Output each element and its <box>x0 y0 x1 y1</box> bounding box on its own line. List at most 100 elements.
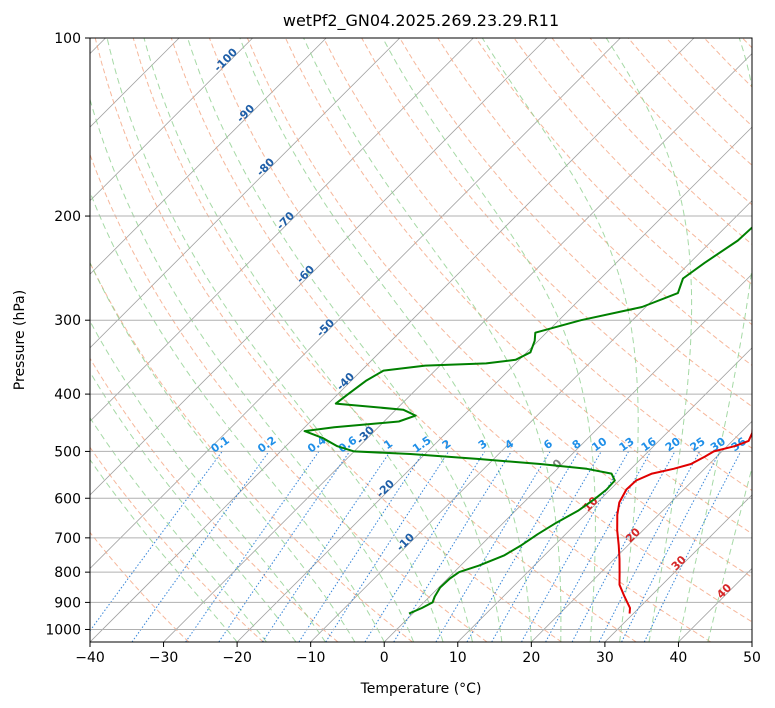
dry-adiabat-line <box>208 38 752 623</box>
mixing-ratio-line <box>364 451 486 642</box>
isotherm-line <box>678 567 752 642</box>
mixing-ratio-line <box>298 451 425 642</box>
pressure-gridlines <box>90 38 752 630</box>
dry-adiabat-label: -80 <box>254 155 277 178</box>
mixing-ratio-line <box>571 451 676 642</box>
isotherm-line <box>163 52 752 642</box>
moist-adiabat-line <box>707 465 752 642</box>
x-tick-label: 0 <box>380 650 389 666</box>
mixing-ratio-line <box>90 451 223 632</box>
dry-adiabat-line <box>665 38 752 127</box>
mixing-ratio-line <box>643 451 742 642</box>
moist-adiabat-line <box>90 371 297 642</box>
moist-adiabat-label: 40 <box>714 581 734 601</box>
isotherm-line <box>751 641 752 642</box>
dry-adiabat-label: -20 <box>374 477 397 500</box>
dry-adiabat-line <box>246 38 752 578</box>
mixing-ratio-label: 1.5 <box>410 434 433 456</box>
moist-adiabat-label: 30 <box>669 553 689 573</box>
y-axis-label: Pressure (hPa) <box>12 290 28 390</box>
moist-adiabat-line <box>90 190 385 642</box>
mixing-ratio-line <box>598 451 701 642</box>
x-tick-label: −30 <box>149 650 179 666</box>
chart-title: wetPf2_GN04.2025.269.23.29.R11 <box>283 11 559 31</box>
moist-adiabat-line <box>239 38 532 642</box>
dry-adiabat-line <box>513 38 752 285</box>
mixing-ratio-line <box>545 451 652 642</box>
dry-adiabat-line <box>132 38 637 642</box>
dry-adiabat-line <box>323 38 752 492</box>
x-tick-label: −40 <box>75 650 105 666</box>
dry-adiabat-line <box>703 38 752 88</box>
profiles <box>303 226 752 615</box>
mixing-ratio-line <box>621 451 721 642</box>
isotherm-line <box>90 38 695 642</box>
dry-adiabat-line <box>90 531 190 642</box>
mixing-ratio-label: 0.1 <box>208 434 231 456</box>
moist-adiabat-line <box>143 38 473 642</box>
moist-adiabat-line <box>90 416 267 642</box>
y-tick-label: 200 <box>54 209 81 225</box>
y-axis-ticks: 100 200 300 400 500 600 700 800 900 1000 <box>45 31 90 638</box>
y-tick-label: 700 <box>54 531 81 547</box>
mixing-ratio-line <box>325 451 450 642</box>
isotherm-line <box>457 347 752 642</box>
dry-adiabat-line <box>627 38 752 166</box>
moist-adiabat-line <box>90 320 326 642</box>
isotherm-line <box>90 38 253 202</box>
y-tick-label: 800 <box>54 565 81 581</box>
y-tick-label: 500 <box>54 444 81 460</box>
y-tick-label: 300 <box>54 313 81 329</box>
isotherm-line <box>236 126 752 642</box>
x-tick-label: 20 <box>522 650 540 666</box>
moist-adiabat-line <box>90 97 415 642</box>
isotherm-line <box>604 494 752 642</box>
isotherm-line <box>90 38 327 275</box>
x-axis-ticks: −40 −30 −20 −10 0 10 20 30 40 50 <box>75 642 761 666</box>
mixing-ratio-line <box>393 451 512 642</box>
mixing-ratio-line <box>466 451 580 642</box>
mixing-ratio-label: 2 <box>440 437 454 452</box>
dry-adiabat-line <box>742 38 752 49</box>
dry-adiabat-line <box>90 446 264 642</box>
moist-adiabat-line <box>90 261 356 642</box>
moist-adiabat-line <box>106 38 444 642</box>
isotherm-line <box>90 38 474 422</box>
dewpoint-profile <box>303 226 752 615</box>
dry-adiabat-label: -100 <box>211 45 240 74</box>
mixing-ratio-line <box>218 451 351 642</box>
dry-adiabat-line <box>90 261 413 642</box>
y-tick-label: 400 <box>54 387 81 403</box>
x-tick-label: 40 <box>670 650 688 666</box>
mixing-ratio-label: 6 <box>541 437 555 452</box>
x-axis-label: Temperature (°C) <box>360 681 482 697</box>
mixing-ratio-line <box>521 451 630 642</box>
x-tick-label: 50 <box>743 650 761 666</box>
plot-frame <box>89 37 753 643</box>
moist-adiabat-line <box>677 38 752 642</box>
dry-adiabat-line <box>90 153 488 642</box>
dry-adiabat-line <box>94 38 562 642</box>
mixing-ratio-line <box>131 451 270 642</box>
isotherm-line <box>90 38 401 349</box>
moist-adiabat-line <box>187 38 503 642</box>
x-tick-label: 30 <box>596 650 614 666</box>
mixing-ratio-line <box>435 451 551 642</box>
dry-adiabat-line <box>551 38 752 245</box>
moist-adiabat-line <box>382 38 596 642</box>
dry-adiabat-label: -70 <box>274 209 297 232</box>
moist-adiabat-line <box>605 38 693 642</box>
dry-adiabat-line <box>399 38 752 408</box>
moist-adiabat-line <box>90 458 238 642</box>
dry-adiabat-line <box>90 357 339 642</box>
mixing-ratio-line <box>185 451 320 642</box>
background-lines <box>90 38 752 642</box>
isotherm-line <box>90 38 548 496</box>
moist-adiabat-label: 20 <box>623 525 643 545</box>
moist-adiabat-line <box>303 38 562 642</box>
x-tick-label: −20 <box>222 650 252 666</box>
dry-adiabat-label: -50 <box>314 316 337 339</box>
mixing-ratio-line <box>262 451 391 642</box>
dry-adiabat-line <box>170 38 712 642</box>
